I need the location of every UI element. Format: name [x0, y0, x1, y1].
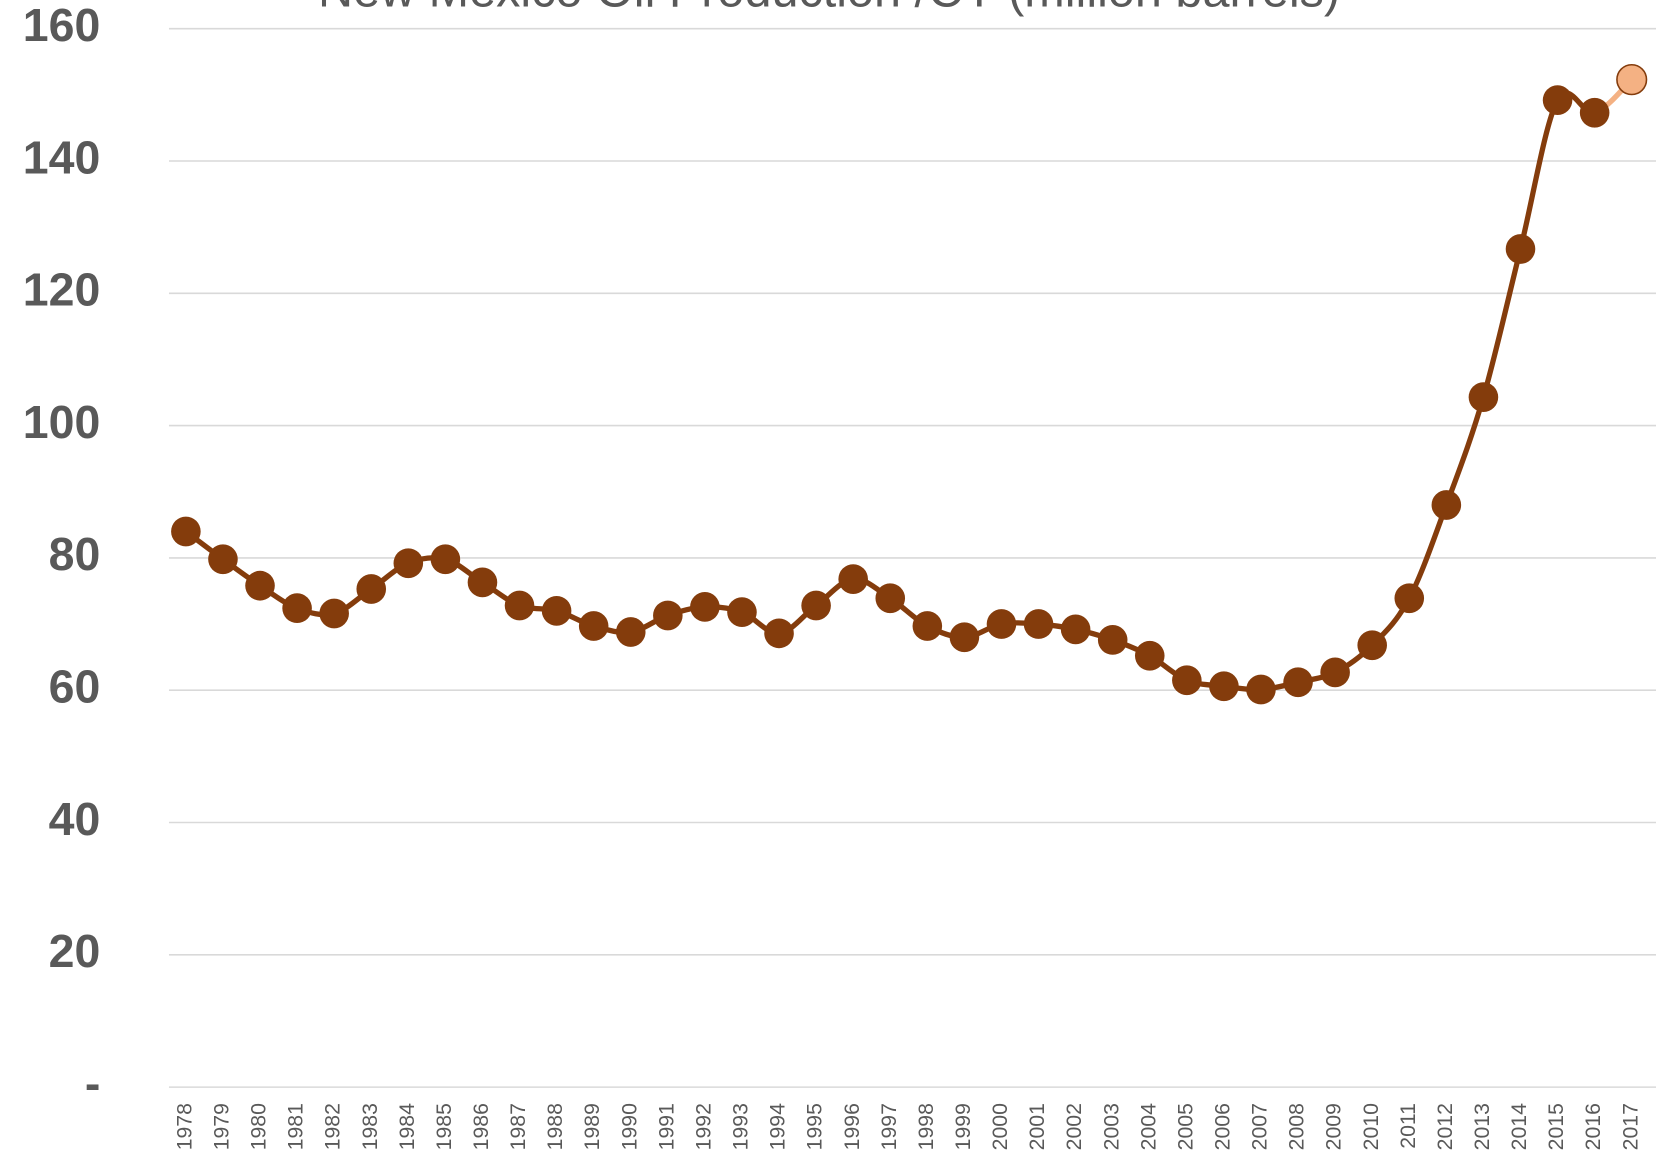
data-point — [1431, 490, 1462, 520]
data-point — [1097, 625, 1128, 655]
y-tick-label: 120 — [23, 264, 101, 316]
x-tick-label: 1989 — [581, 1103, 604, 1150]
x-tick-label: 1994 — [767, 1103, 790, 1150]
x-tick-label: 1995 — [804, 1103, 827, 1150]
data-point — [1320, 657, 1350, 688]
data-point — [393, 548, 424, 579]
x-tick-label: 1984 — [396, 1103, 419, 1150]
x-tick-label: 2007 — [1249, 1103, 1272, 1150]
data-point — [690, 591, 720, 622]
data-point — [912, 611, 943, 641]
data-point — [578, 611, 609, 641]
data-point — [653, 600, 683, 631]
x-tick-label: 1980 — [248, 1103, 271, 1150]
x-tick-label: 1985 — [433, 1103, 456, 1150]
x-tick-label: 1991 — [655, 1103, 678, 1150]
data-point — [1542, 85, 1573, 116]
x-tick-label: 1981 — [285, 1103, 308, 1150]
y-tick-label: 60 — [49, 660, 101, 712]
data-point — [727, 597, 757, 628]
x-tick-label: 2017 — [1619, 1103, 1642, 1150]
data-point — [949, 622, 980, 653]
y-tick-label: 80 — [49, 528, 101, 580]
x-tick-label: 2008 — [1286, 1103, 1309, 1150]
x-tick-label: 1999 — [952, 1103, 975, 1150]
data-point — [504, 590, 535, 621]
data-point — [208, 544, 238, 575]
data-point — [245, 570, 275, 601]
data-point — [1394, 583, 1425, 614]
chart-title: New Mexico Oil Production /CY (million b… — [318, 0, 1340, 17]
x-tick-label: 2000 — [989, 1103, 1012, 1150]
x-tick-label: 1988 — [544, 1103, 567, 1150]
x-tick-label: 2002 — [1063, 1103, 1086, 1150]
data-point — [1616, 63, 1648, 96]
data-point — [801, 590, 831, 621]
x-tick-label: 2003 — [1100, 1103, 1123, 1150]
y-tick-label: 160 — [23, 0, 101, 51]
data-point — [1209, 671, 1239, 702]
x-tick-label: 2005 — [1174, 1103, 1197, 1150]
data-point — [1357, 630, 1387, 661]
x-tick-label: 2013 — [1471, 1103, 1494, 1150]
x-tick-label: 1979 — [211, 1103, 234, 1150]
x-tick-label: 1992 — [693, 1103, 716, 1150]
data-point — [356, 574, 387, 604]
data-point — [764, 618, 794, 649]
x-tick-label: 1982 — [322, 1103, 345, 1150]
x-tick-label: 1997 — [878, 1103, 901, 1150]
data-point — [541, 595, 572, 626]
x-tick-label: 2006 — [1212, 1103, 1235, 1150]
data-point — [1134, 640, 1165, 671]
y-tick-label: 40 — [49, 793, 101, 845]
y-tick-label: 140 — [23, 131, 101, 183]
x-tick-label: 1996 — [841, 1103, 864, 1150]
x-tick-label: 2016 — [1582, 1103, 1605, 1150]
data-point — [838, 564, 868, 594]
x-tick-label: 1987 — [507, 1103, 530, 1150]
data-point — [1023, 609, 1054, 639]
data-point — [467, 567, 498, 598]
data-point — [986, 609, 1017, 639]
data-point — [430, 544, 461, 575]
x-tick-label: 1998 — [915, 1103, 938, 1150]
x-tick-label: 2012 — [1434, 1103, 1457, 1150]
data-point — [1468, 382, 1499, 413]
data-point — [282, 593, 312, 624]
x-tick-label: 1990 — [618, 1103, 641, 1150]
data-point — [319, 598, 349, 629]
x-tick-label: 2001 — [1026, 1103, 1049, 1150]
x-tick-label: 1978 — [174, 1103, 197, 1150]
x-tick-label: 1983 — [359, 1103, 382, 1150]
x-tick-label: 1986 — [470, 1103, 493, 1150]
data-point — [1246, 674, 1276, 705]
y-tick-label: 20 — [49, 925, 101, 977]
x-tick-label: 2004 — [1137, 1103, 1160, 1150]
data-point — [171, 516, 201, 547]
data-point — [1060, 614, 1091, 645]
x-tick-label: 2015 — [1545, 1103, 1568, 1150]
data-point — [1579, 97, 1610, 128]
x-tick-label: 1993 — [730, 1103, 753, 1150]
y-tick-label: 100 — [23, 396, 101, 448]
data-point — [1172, 665, 1202, 696]
x-tick-label: 2009 — [1323, 1103, 1346, 1150]
data-point — [615, 617, 646, 647]
x-tick-label: 2011 — [1397, 1103, 1420, 1149]
data-point — [1283, 667, 1313, 698]
x-tick-label: 2010 — [1360, 1103, 1383, 1150]
data-point — [1505, 234, 1536, 264]
x-tick-label: 2014 — [1508, 1103, 1531, 1150]
data-point — [875, 583, 906, 614]
y-tick-label: - — [85, 1057, 100, 1109]
